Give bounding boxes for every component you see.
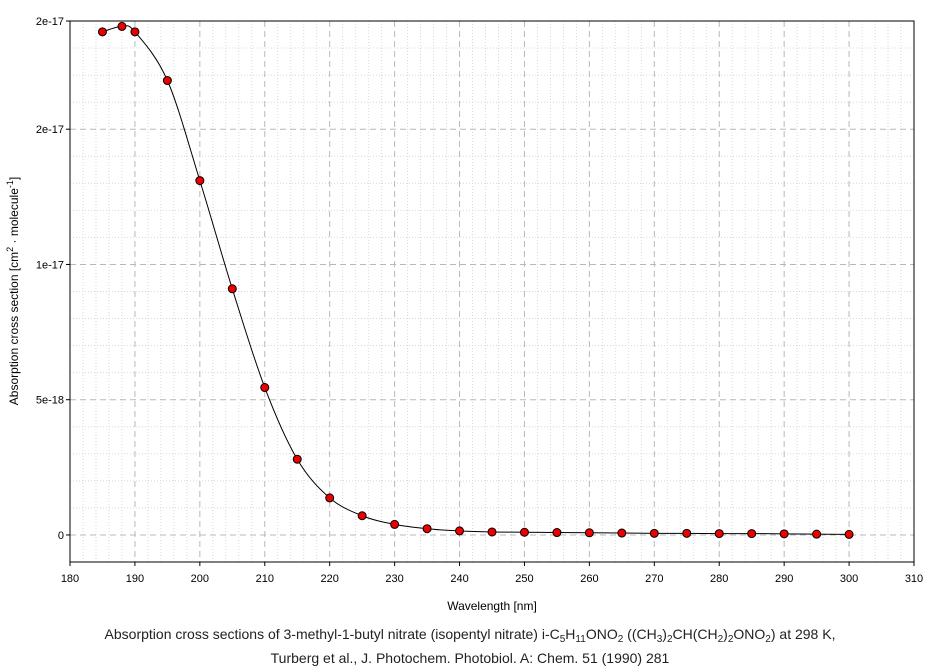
data-point: [552, 528, 562, 538]
data-point: [422, 524, 432, 534]
y-tick-label: 2e-17: [36, 124, 64, 136]
data-point: [487, 527, 497, 537]
data-point: [519, 527, 529, 537]
data-point: [747, 529, 757, 539]
data-point: [130, 27, 140, 37]
y-tick-label: 2e-17: [36, 16, 64, 28]
x-tick-label: 310: [905, 573, 923, 585]
data-point: [357, 511, 367, 521]
y-axis-title: Absorption cross section [cm2 · molecule…: [5, 177, 21, 405]
y-tick-label: 1e-17: [36, 259, 64, 271]
x-axis: 180 190 200 210 220 230 240 250 260 270 280 290 300 3…: [61, 562, 923, 585]
data-points: [97, 21, 854, 539]
x-tick-label: 270: [645, 573, 663, 585]
x-axis-title: Wavelength [nm]: [447, 599, 537, 613]
data-point: [390, 519, 400, 529]
data-point: [97, 27, 107, 37]
x-tick-label: 230: [385, 573, 403, 585]
data-point: [195, 176, 205, 186]
data-point: [162, 76, 172, 86]
y-axis: 0 5e-18 1e-17 2e-17 2e-17: [36, 16, 70, 542]
data-point: [779, 529, 789, 539]
data-point: [617, 528, 627, 538]
data-point: [844, 529, 854, 539]
x-tick-label: 180: [61, 573, 79, 585]
y-tick-label: 5e-18: [36, 395, 64, 407]
data-point: [117, 21, 127, 31]
x-tick-label: 200: [191, 573, 209, 585]
data-point: [260, 383, 270, 393]
x-tick-label: 220: [321, 573, 339, 585]
y-tick-label: 0: [58, 530, 64, 542]
plot-frame: [69, 20, 915, 563]
x-tick-label: 210: [256, 573, 274, 585]
chart-area: 180 190 200 210 220 230 240 250 260 270 280 290 300 3…: [5, 16, 923, 613]
data-point: [812, 529, 822, 539]
x-tick-label: 290: [775, 573, 793, 585]
x-tick-label: 280: [710, 573, 728, 585]
data-point: [649, 528, 659, 538]
x-tick-label: 190: [126, 573, 144, 585]
x-tick-label: 260: [580, 573, 598, 585]
x-tick-label: 300: [840, 573, 858, 585]
data-point: [455, 526, 465, 536]
caption-line-1: Absorption cross sections of 3-methyl-1-…: [104, 626, 836, 645]
data-point: [292, 454, 302, 464]
x-tick-label: 240: [450, 573, 468, 585]
caption-line-2: Turberg et al., J. Photochem. Photobiol.…: [270, 650, 670, 666]
data-point: [325, 493, 335, 503]
data-point: [584, 528, 594, 538]
grid: [70, 20, 914, 562]
x-tick-label: 250: [515, 573, 533, 585]
data-point: [227, 284, 237, 294]
data-point: [714, 529, 724, 539]
plot-background: [70, 21, 914, 562]
data-point: [682, 528, 692, 538]
